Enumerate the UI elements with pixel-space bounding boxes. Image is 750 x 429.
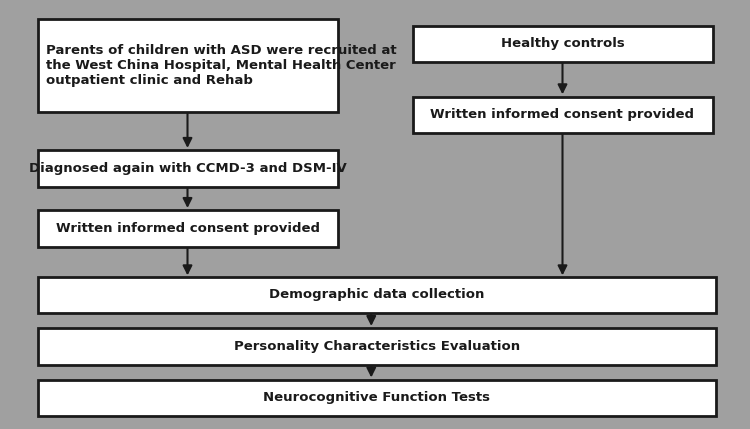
FancyBboxPatch shape: [413, 97, 712, 133]
FancyBboxPatch shape: [38, 380, 716, 416]
Text: Written informed consent provided: Written informed consent provided: [56, 222, 320, 235]
Text: Written informed consent provided: Written informed consent provided: [430, 108, 694, 121]
FancyBboxPatch shape: [38, 277, 716, 313]
Text: Demographic data collection: Demographic data collection: [269, 288, 484, 302]
Text: Neurocognitive Function Tests: Neurocognitive Function Tests: [263, 391, 490, 405]
FancyBboxPatch shape: [413, 26, 712, 62]
FancyBboxPatch shape: [38, 328, 716, 365]
Text: Healthy controls: Healthy controls: [501, 37, 624, 51]
FancyBboxPatch shape: [38, 150, 338, 187]
Text: Diagnosed again with CCMD-3 and DSM-IV: Diagnosed again with CCMD-3 and DSM-IV: [28, 162, 347, 175]
FancyBboxPatch shape: [38, 210, 338, 247]
Text: Personality Characteristics Evaluation: Personality Characteristics Evaluation: [234, 340, 520, 353]
Text: Parents of children with ASD were recruited at
the West China Hospital, Mental H: Parents of children with ASD were recrui…: [46, 44, 398, 87]
FancyBboxPatch shape: [38, 19, 338, 112]
